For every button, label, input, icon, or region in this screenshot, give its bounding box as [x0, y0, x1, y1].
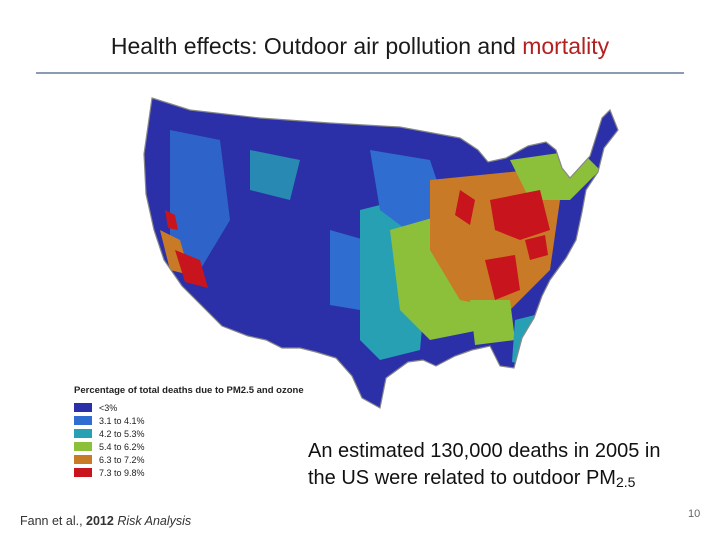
map-regions — [144, 98, 618, 408]
citation-author: Fann et al., — [20, 514, 83, 528]
legend-item: 3.1 to 4.1% — [74, 414, 304, 427]
legend-item: 5.4 to 6.2% — [74, 440, 304, 453]
legend-label: 4.2 to 5.3% — [99, 428, 145, 439]
legend-label: 3.1 to 4.1% — [99, 415, 145, 426]
map-legend: Percentage of total deaths due to PM2.5 … — [74, 385, 304, 479]
citation-year: 2012 — [86, 514, 114, 528]
legend-item: 7.3 to 9.8% — [74, 466, 304, 479]
caption-subscript: 2.5 — [615, 474, 636, 490]
legend-label: 5.4 to 6.2% — [99, 441, 145, 452]
legend-item: 4.2 to 5.3% — [74, 427, 304, 440]
legend-label: <3% — [99, 402, 118, 413]
legend-swatch — [74, 455, 92, 464]
title-accent: mortality — [522, 33, 610, 59]
legend-item: 6.3 to 7.2% — [74, 453, 304, 466]
slide-number: 10 — [688, 508, 701, 520]
legend-label: 7.3 to 9.8% — [99, 467, 145, 478]
title-main: Health effects: Outdoor air pollution an… — [110, 33, 516, 59]
legend-item: <3% — [74, 401, 304, 414]
caption-text: An estimated 130,000 deaths in 2005 in t… — [308, 440, 661, 489]
citation-journal: Risk Analysis — [117, 514, 192, 528]
citation: Fann et al., 2012 Risk Analysis — [20, 514, 191, 528]
legend-swatch — [74, 429, 92, 438]
legend-swatch — [74, 468, 92, 477]
caption: An estimated 130,000 deaths in 2005 in t… — [308, 438, 668, 496]
legend-title: Percentage of total deaths due to PM2.5 … — [74, 385, 304, 396]
legend-swatch — [74, 416, 92, 425]
title-divider — [36, 72, 684, 74]
legend-label: 6.3 to 7.2% — [99, 454, 145, 465]
us-mortality-map — [143, 97, 619, 409]
us-outline — [143, 97, 619, 409]
legend-swatch — [74, 403, 92, 412]
slide-title: Health effects: Outdoor air pollution an… — [0, 33, 720, 60]
legend-swatch — [74, 442, 92, 451]
